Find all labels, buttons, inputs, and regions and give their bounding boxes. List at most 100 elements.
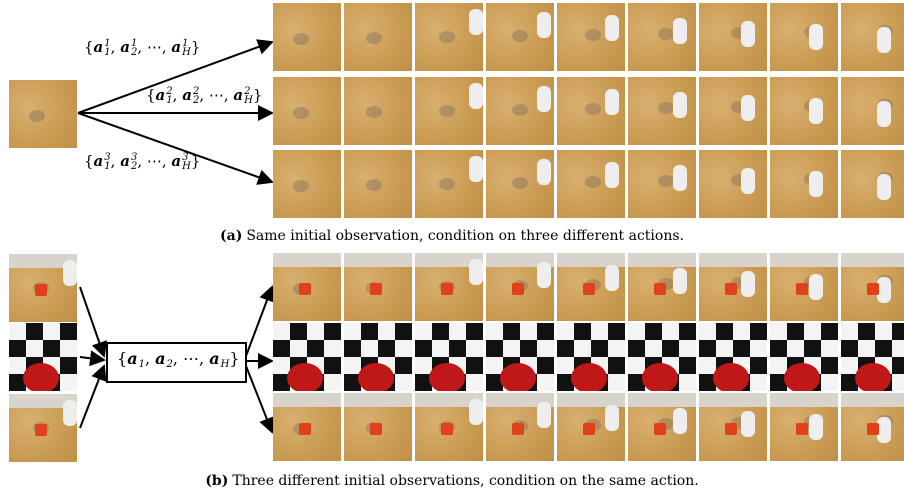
- action-label: {a11, a12, ⋯, a1H}: [84, 38, 200, 57]
- shadow: [439, 31, 455, 43]
- robot-arm: [809, 24, 823, 50]
- frame: [699, 77, 767, 145]
- symbol: a: [182, 86, 192, 104]
- figure: {a11, a12, ⋯, a1H} {a21, a22, ⋯, a2H} {a…: [0, 0, 904, 493]
- math-text: ⋯: [209, 86, 224, 104]
- object: [583, 283, 595, 295]
- shadow: [439, 105, 455, 117]
- frame: [699, 323, 767, 391]
- frame: [273, 77, 341, 145]
- math-term: a 1: [127, 349, 145, 369]
- robot-arm: [63, 400, 77, 426]
- robot-arm: [537, 262, 551, 288]
- robot-arm: [809, 414, 823, 440]
- subscript: 1: [104, 161, 110, 172]
- robot-arm: [809, 98, 823, 124]
- caption: (b)Three different initial observations,…: [0, 473, 904, 489]
- math-text: ,: [162, 38, 172, 56]
- math-text: {: [84, 38, 94, 56]
- math-text: }: [253, 86, 263, 104]
- subscript: 2: [193, 95, 199, 106]
- frame: [273, 253, 341, 321]
- shadow: [366, 32, 382, 44]
- robot-arm: [741, 95, 755, 121]
- robot-arm: [469, 9, 483, 35]
- math-text: ,: [173, 349, 183, 368]
- math-text: ⋯: [147, 152, 162, 170]
- frame: [415, 253, 483, 321]
- background: [699, 393, 767, 407]
- robot-arm: [741, 411, 755, 437]
- robot-arm: [877, 101, 891, 127]
- symbol: a: [171, 38, 181, 56]
- symbol: a: [120, 38, 130, 56]
- frame: [415, 393, 483, 461]
- background: [841, 393, 904, 407]
- frame: [344, 77, 412, 145]
- robot-arm: [877, 417, 891, 443]
- math-term: a31: [94, 152, 111, 171]
- frame: [628, 253, 696, 321]
- math-term: a H: [209, 349, 229, 369]
- symbol: a: [156, 86, 166, 104]
- frame: [770, 150, 838, 218]
- frame: [415, 323, 483, 391]
- math-text: {: [117, 349, 127, 368]
- background: [344, 393, 412, 407]
- object: [429, 363, 465, 391]
- background: [841, 253, 904, 267]
- frame: [9, 323, 77, 391]
- frame: [344, 150, 412, 218]
- scripts: 11: [104, 39, 110, 57]
- object: [370, 423, 382, 435]
- robot-arm: [537, 12, 551, 38]
- math-text: ⋯: [183, 349, 199, 368]
- subscript: 1: [166, 95, 172, 106]
- object: [35, 284, 47, 296]
- robot-arm: [673, 165, 687, 191]
- frame: [9, 80, 77, 148]
- shadow: [512, 177, 528, 189]
- background: [344, 253, 412, 267]
- frame: [415, 150, 483, 218]
- symbol: a: [127, 349, 137, 368]
- object: [299, 283, 311, 295]
- shadow: [293, 33, 309, 45]
- robot-arm: [537, 402, 551, 428]
- math-text: }: [229, 349, 239, 368]
- robot-arm: [741, 21, 755, 47]
- frame: [841, 3, 904, 71]
- frame: [770, 393, 838, 461]
- scripts: 1: [139, 351, 145, 369]
- frame: [344, 3, 412, 71]
- symbol: a: [94, 38, 104, 56]
- frame: [841, 253, 904, 321]
- background: [628, 253, 696, 267]
- object: [583, 423, 595, 435]
- object: [571, 363, 607, 391]
- math-text: ,: [224, 86, 234, 104]
- math-text: ,: [111, 152, 121, 170]
- shadow: [658, 102, 674, 114]
- object: [796, 423, 808, 435]
- shadow: [512, 104, 528, 116]
- subscript: 1: [104, 47, 110, 58]
- scripts: 2: [166, 351, 172, 369]
- object: [441, 283, 453, 295]
- caption-label: (b): [205, 473, 228, 489]
- robot-arm: [877, 277, 891, 303]
- frame: [699, 150, 767, 218]
- frame: [557, 3, 625, 71]
- frame: [344, 323, 412, 391]
- subscript: H: [182, 161, 191, 172]
- frame: [770, 253, 838, 321]
- frame: [628, 3, 696, 71]
- frame: [415, 77, 483, 145]
- caption-text: Three different initial observations, co…: [232, 473, 698, 489]
- frame: [841, 323, 904, 391]
- frame: [486, 253, 554, 321]
